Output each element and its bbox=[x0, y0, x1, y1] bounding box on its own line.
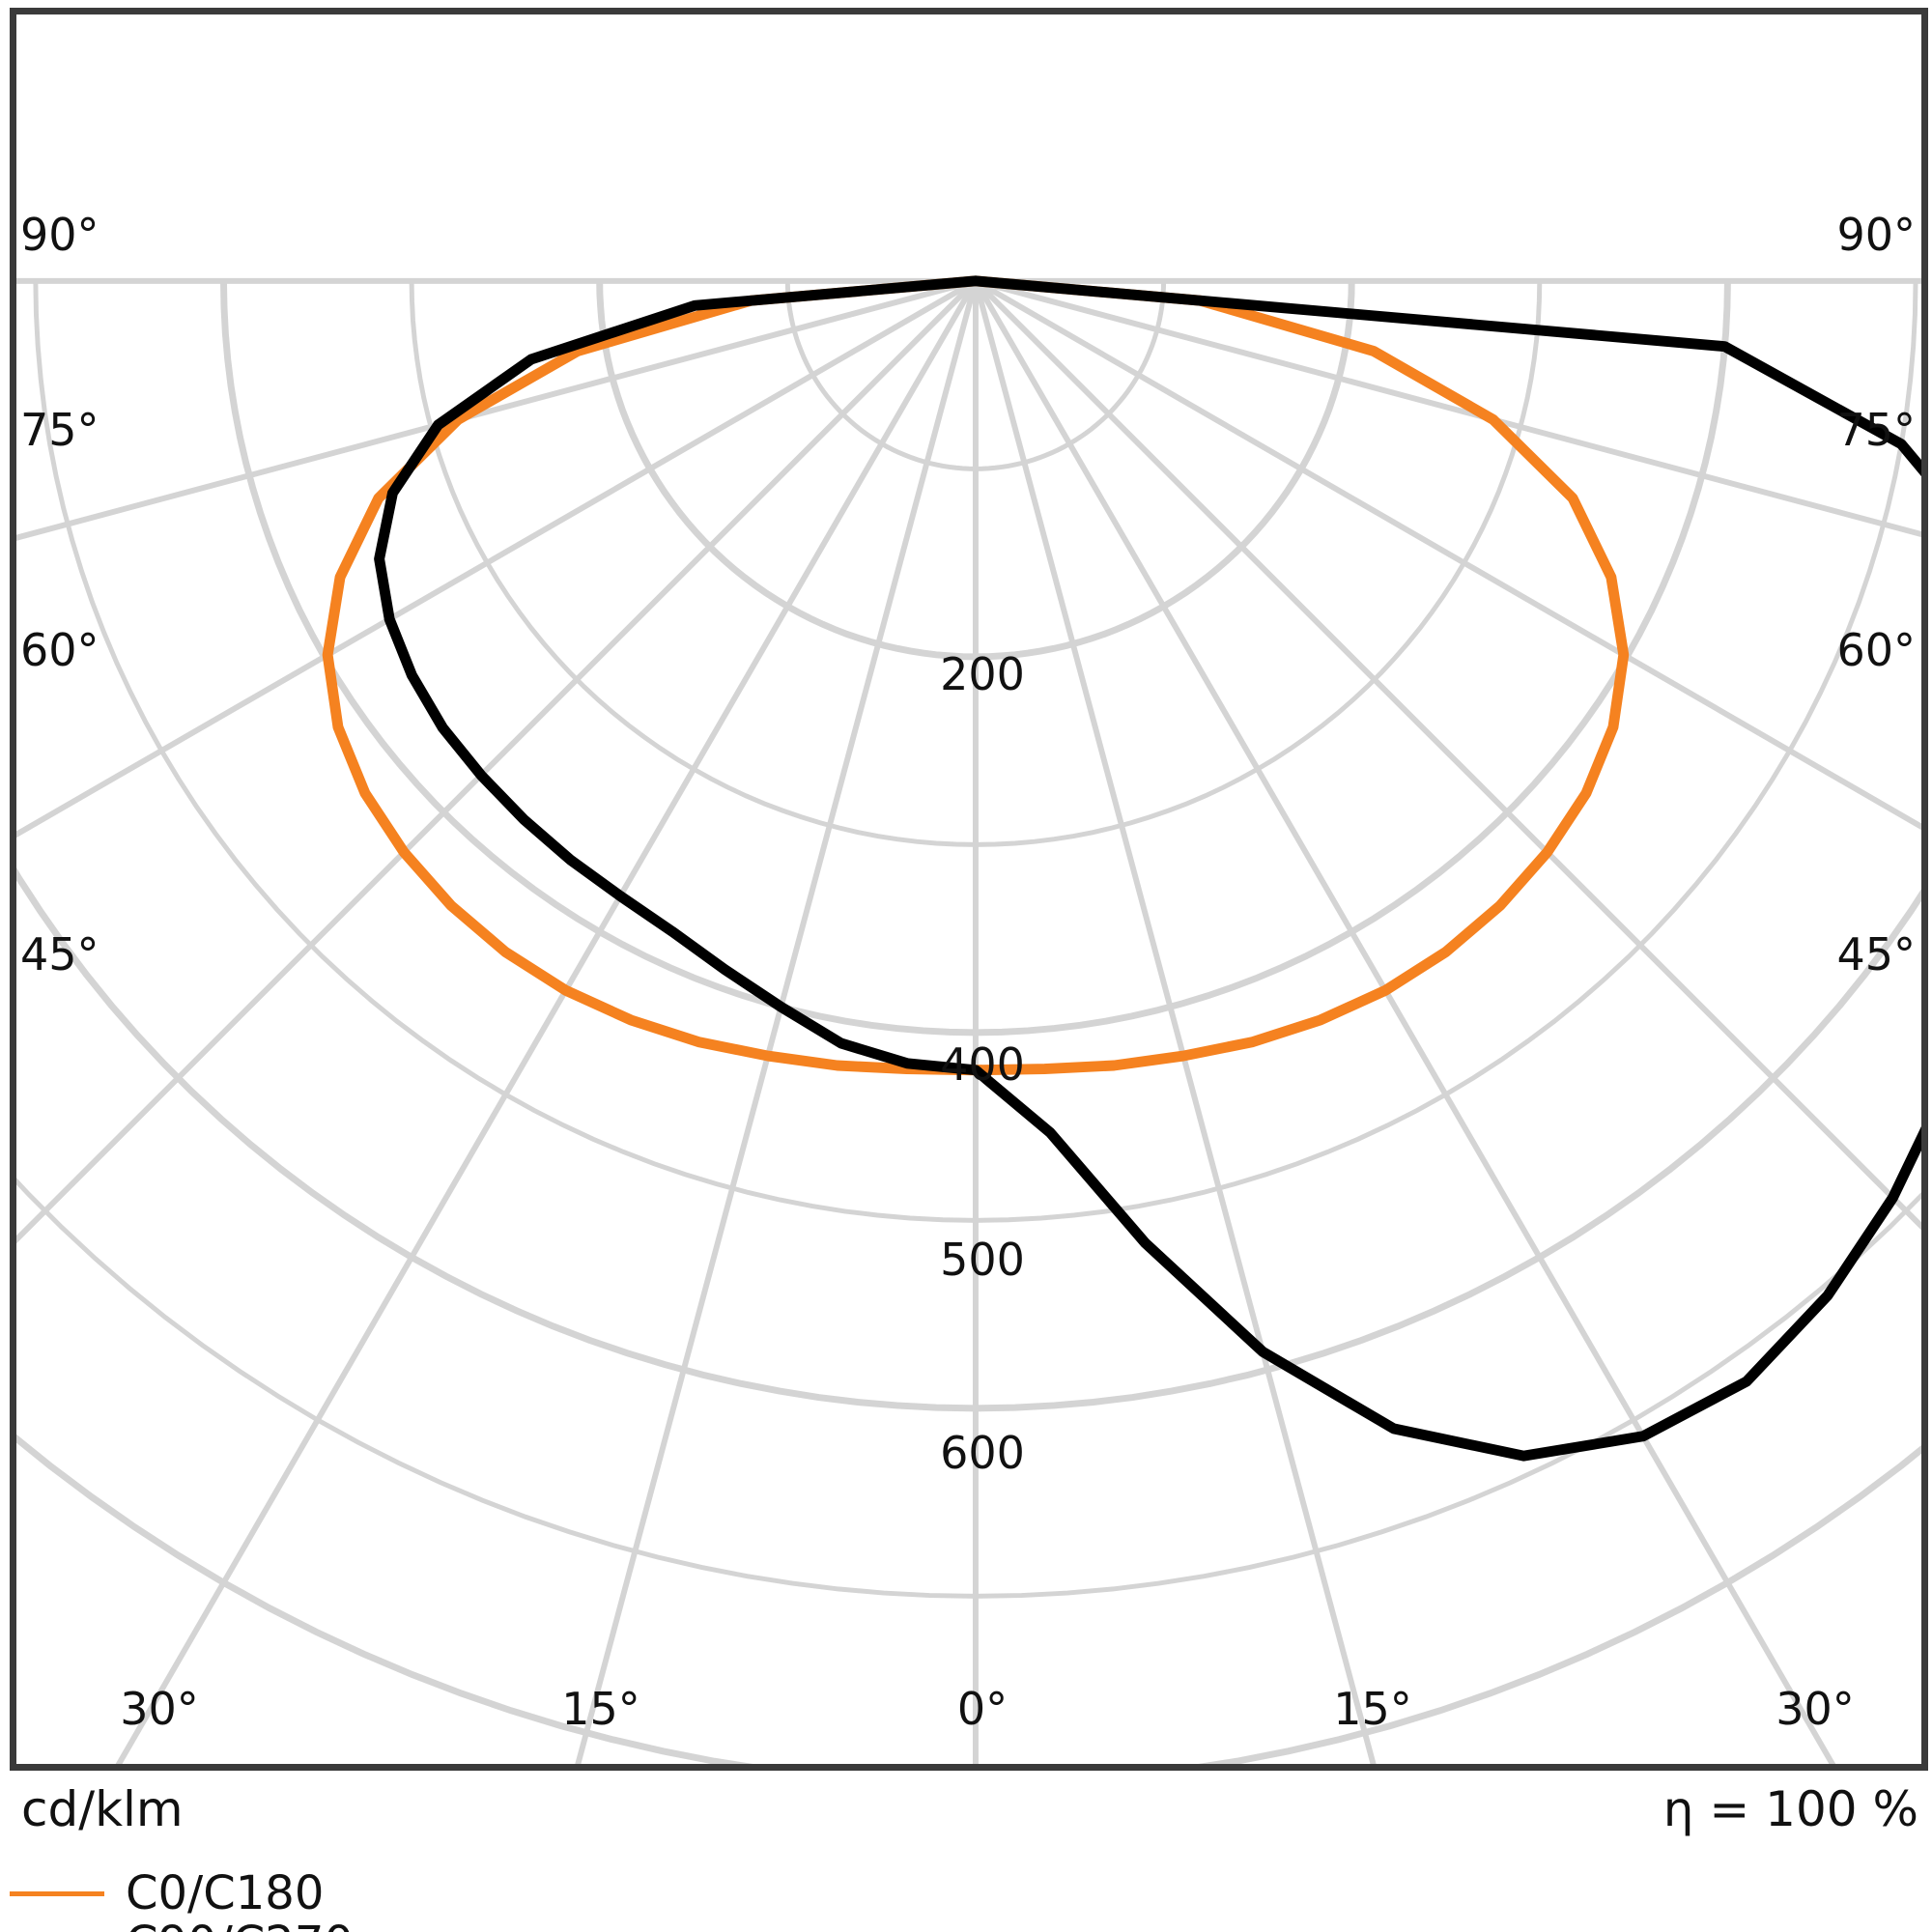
ring-label-500: 500 bbox=[940, 1234, 1025, 1286]
angle-label-right-45: 45° bbox=[1836, 928, 1916, 980]
angle-label-left-60: 60° bbox=[20, 624, 99, 676]
legend-swatch-c0-c180 bbox=[10, 1890, 104, 1896]
angle-label-bottom-30-right: 30° bbox=[1776, 1683, 1855, 1735]
angle-label-left-45: 45° bbox=[20, 928, 99, 980]
legend-item-c90-c270: C90/C270 bbox=[10, 1918, 879, 1932]
angle-label-left-75: 75° bbox=[20, 404, 99, 456]
legend-label-c0-c180: C0/C180 bbox=[126, 1866, 325, 1920]
angle-label-bottom-15-right: 15° bbox=[1333, 1683, 1412, 1735]
polar-grid bbox=[16, 277, 1921, 1764]
ring-label-600: 600 bbox=[940, 1427, 1025, 1479]
angle-label-bottom-0: 0° bbox=[956, 1683, 1009, 1735]
angle-label-left-90: 90° bbox=[20, 209, 99, 261]
curve-c90-c270 bbox=[374, 275, 1921, 1462]
angle-label-right-90: 90° bbox=[1836, 209, 1916, 261]
legend-item-c0-c180: C0/C180 bbox=[10, 1868, 879, 1918]
polar-plot-frame: 90° 75° 60° 45° 90° 75° 60° 45° 200 400 … bbox=[10, 8, 1928, 1771]
ring-label-200: 200 bbox=[940, 648, 1025, 700]
angle-label-right-75: 75° bbox=[1836, 404, 1916, 456]
chart-footer: cd/klm η = 100 % bbox=[10, 1785, 1928, 1843]
angle-label-bottom-15-left: 15° bbox=[561, 1683, 640, 1735]
ring-label-400: 400 bbox=[940, 1038, 1025, 1091]
angle-label-right-60: 60° bbox=[1836, 624, 1916, 676]
chart-legend: C0/C180 C90/C270 bbox=[10, 1868, 879, 1932]
efficiency-label: η = 100 % bbox=[1662, 1781, 1918, 1837]
polar-curves bbox=[322, 275, 1921, 1462]
polar-grid-and-curves bbox=[16, 275, 1921, 1764]
unit-label: cd/klm bbox=[21, 1781, 184, 1837]
legend-label-c90-c270: C90/C270 bbox=[126, 1920, 354, 1932]
angle-label-bottom-30-left: 30° bbox=[120, 1683, 199, 1735]
